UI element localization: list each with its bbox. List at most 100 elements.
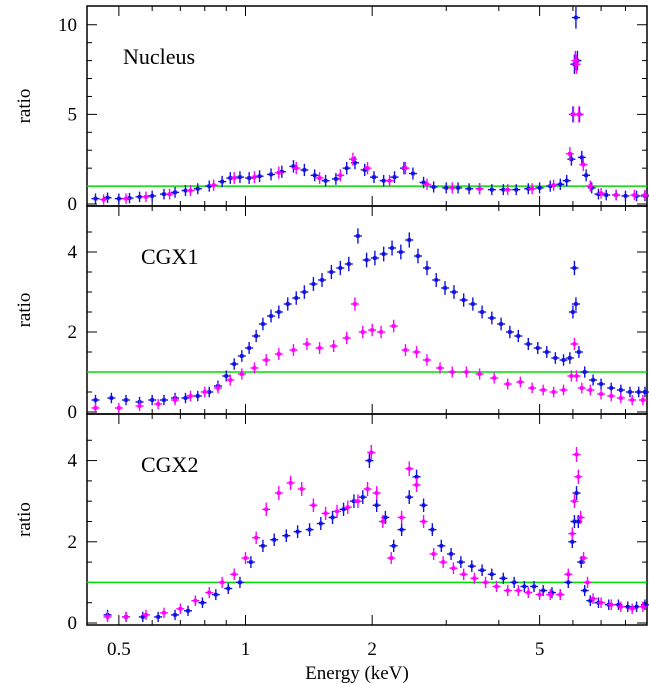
- data-point: [528, 382, 537, 394]
- series-blue: [91, 228, 649, 408]
- data-point: [514, 329, 523, 343]
- data-point: [318, 273, 327, 287]
- data-point: [262, 354, 271, 366]
- data-point: [597, 187, 606, 199]
- data-point: [439, 556, 448, 568]
- data-point: [597, 388, 606, 400]
- data-point: [551, 352, 560, 364]
- data-point: [640, 386, 649, 398]
- data-point: [103, 611, 112, 622]
- data-point: [607, 599, 616, 610]
- data-point: [258, 317, 267, 331]
- data-point: [574, 469, 583, 484]
- panel-label: CGX1: [141, 244, 198, 269]
- data-point: [135, 400, 144, 412]
- data-point: [516, 376, 525, 388]
- data-point: [423, 354, 432, 366]
- data-point: [389, 319, 398, 333]
- data-point: [262, 502, 271, 516]
- data-point: [292, 161, 301, 175]
- data-point: [492, 580, 501, 592]
- data-point: [571, 50, 580, 71]
- x-tick-label: 1: [241, 639, 251, 660]
- data-point: [218, 576, 227, 588]
- data-point: [191, 595, 200, 606]
- data-point: [230, 358, 239, 370]
- data-point: [546, 589, 555, 600]
- data-point: [245, 342, 254, 354]
- data-point: [218, 175, 227, 188]
- y-axis-label: ratio: [14, 502, 35, 537]
- data-point: [571, 7, 580, 29]
- data-point: [258, 539, 267, 552]
- data-point: [449, 562, 458, 574]
- series-magenta: [91, 297, 647, 413]
- data-point: [574, 106, 583, 123]
- data-point: [122, 611, 131, 622]
- data-point: [329, 340, 338, 352]
- data-point: [625, 386, 634, 398]
- data-point: [408, 167, 417, 180]
- y-tick-label: 10: [58, 15, 77, 36]
- data-point: [497, 317, 506, 331]
- data-point: [535, 182, 544, 194]
- data-point: [181, 392, 190, 404]
- data-point: [372, 486, 381, 500]
- data-point: [589, 593, 598, 604]
- series-blue: [91, 7, 649, 204]
- data-point: [226, 374, 235, 386]
- data-point: [321, 506, 330, 520]
- data-point: [300, 285, 309, 299]
- y-tick-label: 0: [68, 613, 78, 634]
- data-point: [475, 368, 484, 380]
- x-tick-label: 5: [535, 639, 545, 660]
- data-point: [565, 147, 574, 161]
- y-axis-label: ratio: [14, 293, 35, 328]
- data-point: [122, 394, 131, 406]
- data-point: [328, 510, 337, 524]
- series-magenta: [103, 444, 647, 622]
- data-point: [362, 252, 371, 268]
- data-point: [91, 193, 100, 204]
- data-point: [468, 297, 477, 311]
- data-point: [344, 256, 353, 272]
- data-point: [405, 232, 414, 248]
- data-point: [512, 184, 521, 196]
- data-point: [370, 250, 379, 266]
- panel-frame: [86, 413, 648, 626]
- data-point: [437, 539, 446, 552]
- data-point: [396, 244, 405, 260]
- data-point: [432, 273, 441, 287]
- data-point: [576, 510, 585, 524]
- data-point: [289, 344, 298, 356]
- data-point: [230, 172, 239, 184]
- data-point: [487, 311, 496, 325]
- data-point: [342, 161, 351, 175]
- series-blue: [103, 453, 649, 622]
- data-point: [499, 572, 508, 584]
- data-point: [570, 260, 579, 276]
- data-point: [154, 611, 163, 622]
- data-point: [562, 174, 571, 187]
- data-point: [378, 514, 387, 528]
- data-point: [237, 350, 246, 362]
- data-point: [571, 297, 580, 311]
- data-point: [333, 504, 342, 518]
- x-tick-label: 0.5: [107, 639, 131, 660]
- data-point: [302, 337, 311, 351]
- data-point: [200, 386, 209, 398]
- data-point: [274, 305, 283, 319]
- data-point: [429, 547, 438, 560]
- data-point: [510, 576, 519, 588]
- data-point: [154, 398, 163, 410]
- data-point: [520, 580, 529, 592]
- data-point: [568, 305, 577, 319]
- data-point: [478, 305, 487, 319]
- data-point: [342, 331, 351, 345]
- data-point: [377, 325, 386, 339]
- data-point: [597, 378, 606, 390]
- data-point: [270, 533, 279, 546]
- data-point: [448, 366, 457, 378]
- data-point: [388, 240, 397, 256]
